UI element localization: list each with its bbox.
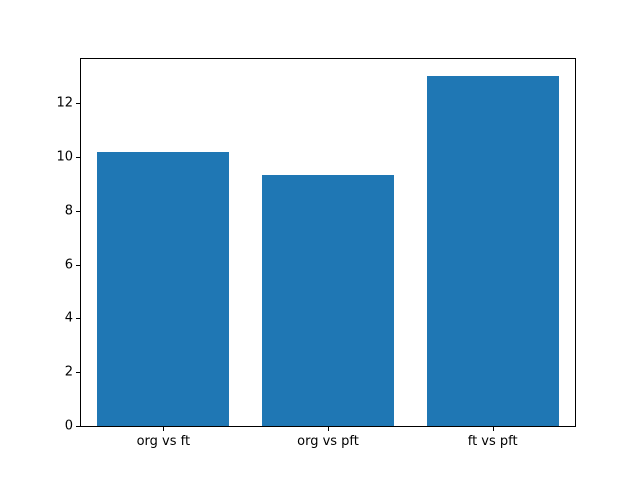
y-tick-label: 2 — [64, 364, 73, 380]
y-tick-label: 12 — [56, 95, 73, 111]
y-tick-label: 0 — [64, 418, 73, 434]
y-tick-mark — [76, 210, 80, 212]
y-tick-mark — [76, 372, 80, 374]
y-tick-mark — [76, 426, 80, 427]
y-tick-mark — [76, 103, 80, 105]
y-tick-mark — [76, 157, 80, 159]
plot-area — [80, 58, 576, 427]
x-tick-label: ft vs pft — [467, 434, 518, 449]
x-tick-label: org vs pft — [297, 434, 359, 449]
bar-org-vs-ft — [97, 151, 230, 426]
x-tick-mark — [163, 427, 165, 431]
y-tick-label: 4 — [64, 310, 73, 326]
x-tick-label: org vs ft — [136, 434, 191, 449]
y-tick-mark — [76, 318, 80, 320]
bar-org-vs-pft — [262, 174, 394, 426]
y-tick-mark — [76, 264, 80, 266]
y-tick-label: 8 — [64, 203, 73, 219]
x-tick-mark — [492, 427, 494, 431]
x-tick-mark — [328, 427, 329, 431]
y-tick-label: 6 — [64, 257, 73, 273]
bar-ft-vs-pft — [426, 76, 559, 426]
y-tick-label: 10 — [56, 149, 73, 165]
